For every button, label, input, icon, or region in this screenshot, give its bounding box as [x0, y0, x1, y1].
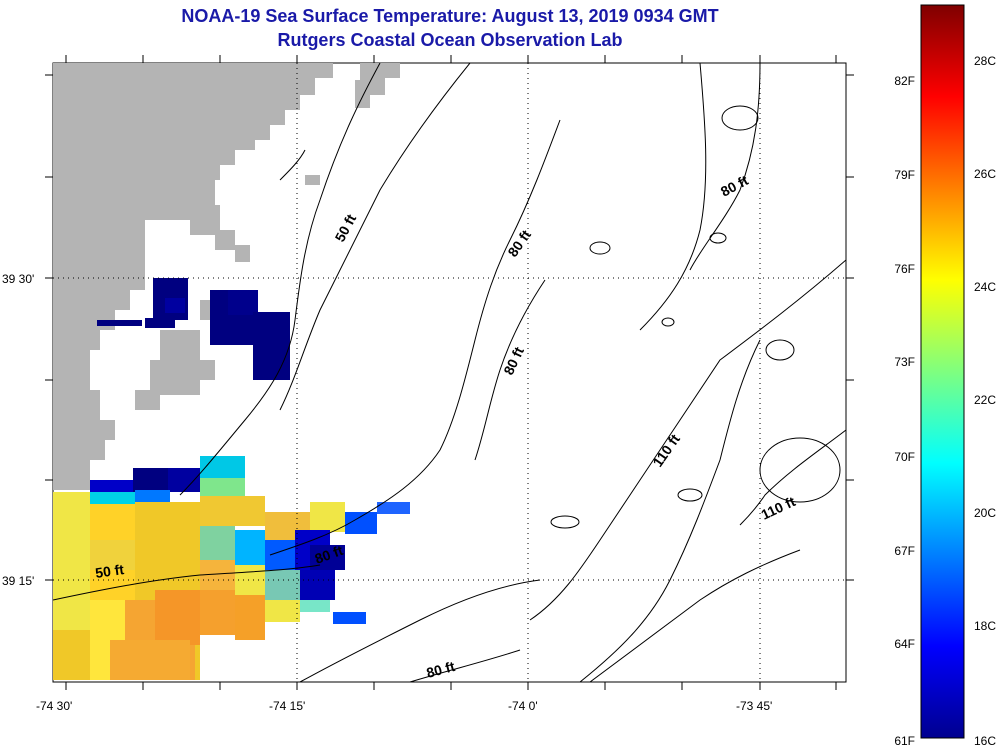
frame-ticks	[45, 55, 854, 690]
contour-label-80ft-bottom: 80 ft	[425, 658, 457, 681]
cb-c-20: 20C	[974, 506, 996, 520]
cb-c-16: 16C	[974, 734, 996, 748]
lat-label-39-15: 39 15'	[2, 574, 34, 588]
cb-c-22: 22C	[974, 393, 996, 407]
lon-label-74-15: -74 15'	[269, 699, 305, 713]
depth-contours	[53, 63, 846, 682]
colorbar-ramp	[920, 4, 965, 739]
lat-label-39-30: 39 30'	[2, 272, 34, 286]
cb-f-61: 61F	[894, 734, 915, 748]
cb-c-18: 18C	[974, 619, 996, 633]
lon-label-74-30: -74 30'	[36, 699, 72, 713]
cb-f-76: 76F	[894, 262, 915, 276]
cb-f-79: 79F	[894, 168, 915, 182]
lon-label-74-0: -74 0'	[508, 699, 538, 713]
cb-f-70: 70F	[894, 450, 915, 464]
lon-label-73-45: -73 45'	[736, 699, 772, 713]
cb-f-73: 73F	[894, 355, 915, 369]
cb-c-26: 26C	[974, 167, 996, 181]
map-subtitle: Rutgers Coastal Ocean Observation Lab	[277, 30, 623, 50]
cb-f-82: 82F	[894, 74, 915, 88]
cb-c-28: 28C	[974, 54, 996, 68]
cb-f-67: 67F	[894, 544, 915, 558]
contour-label-50ft-south: 50 ft	[94, 561, 125, 581]
axis-labels: 39 30' 39 15' -74 30' -74 15' -74 0' -73…	[2, 272, 772, 713]
cb-c-24: 24C	[974, 280, 996, 294]
colorbar-c-labels: 28C 26C 24C 22C 20C 18C 16C	[974, 54, 996, 748]
colorbar-f-labels: 82F 79F 76F 73F 70F 67F 64F 61F	[894, 74, 915, 748]
cb-f-64: 64F	[894, 637, 915, 651]
graticule	[53, 63, 846, 682]
sst-pixels-south	[53, 456, 410, 680]
colorbar: 82F 79F 76F 73F 70F 67F 64F 61F 28C 26C …	[894, 4, 996, 748]
sst-pixels-north	[97, 278, 290, 380]
map-title: NOAA-19 Sea Surface Temperature: August …	[181, 6, 719, 26]
